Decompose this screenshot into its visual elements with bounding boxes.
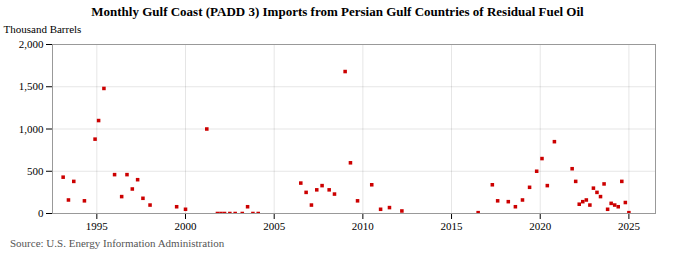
- svg-text:0: 0: [38, 207, 44, 219]
- svg-text:2,000: 2,000: [19, 38, 44, 50]
- svg-text:1,000: 1,000: [19, 123, 44, 135]
- svg-text:2000: 2000: [175, 220, 198, 232]
- svg-text:500: 500: [27, 165, 44, 177]
- svg-text:1995: 1995: [86, 220, 109, 232]
- html-text:Source: U.S. Energy Informatio: Source: U.S. Energy Information Administ…: [10, 237, 225, 249]
- svg-text:Thousand Barrels: Thousand Barrels: [4, 23, 82, 35]
- svg-text:2020: 2020: [529, 220, 552, 232]
- svg-text:1,500: 1,500: [19, 80, 44, 92]
- svg-text:2005: 2005: [263, 220, 286, 232]
- svg-text:2015: 2015: [441, 220, 464, 232]
- html-text:Monthly Gulf Coast (PADD 3) Im: Monthly Gulf Coast (PADD 3) Imports from…: [91, 4, 584, 19]
- svg-text:2010: 2010: [352, 220, 375, 232]
- svg-text:2025: 2025: [618, 220, 641, 232]
